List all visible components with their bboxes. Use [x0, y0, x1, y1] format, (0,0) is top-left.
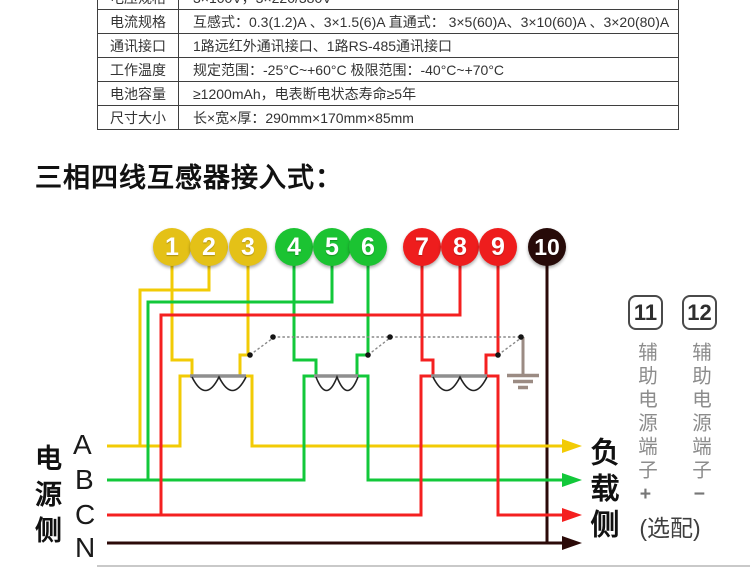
row-label: 电池容量 — [98, 82, 179, 105]
terminal-7: 7 — [403, 228, 441, 266]
row-label: 尺寸大小 — [98, 106, 179, 129]
table-row-voltage: 电压规格 3×100V，3×220/380V — [98, 0, 678, 10]
aux-terminal-11: 11 — [628, 295, 663, 330]
row-label: 通讯接口 — [98, 34, 179, 57]
row-value: 互感式：0.3(1.2)A 、3×1.5(6)A 直通式： 3×5(60)A、3… — [193, 13, 670, 30]
load-side-label: 负载侧 — [586, 437, 618, 545]
phase-label-n: N — [75, 532, 96, 563]
row-value: 长×宽×厚：290mm×170mm×85mm — [193, 109, 414, 126]
row-label: 电流规格 — [98, 10, 179, 33]
terminal-2: 2 — [190, 228, 228, 266]
table-row-battery: 电池容量 ≥1200mAh，电表断电状态寿命≥5年 — [98, 82, 678, 106]
aux-terminal-12-label: 辅助电源端子− — [688, 342, 711, 509]
phase-c-arrow — [562, 508, 582, 522]
row-value: 1路远红外通讯接口、1路RS-485通讯接口 — [193, 37, 453, 54]
table-row-size: 尺寸大小 长×宽×厚：290mm×170mm×85mm — [98, 106, 678, 130]
neutral-arrow — [562, 536, 582, 550]
terminal-5: 5 — [313, 228, 351, 266]
aux-label-text: 辅助电源端子 — [688, 342, 711, 483]
section-divider — [97, 565, 750, 567]
aux-terminal-11-label: 辅助电源端子+ — [634, 342, 657, 509]
terminal-3: 3 — [229, 228, 267, 266]
terminal-4: 4 — [275, 228, 313, 266]
phase-b-arrow — [562, 473, 582, 487]
phase-b-wires — [107, 255, 563, 482]
terminal-9: 9 — [479, 228, 517, 266]
ground-symbol — [507, 337, 539, 390]
phase-label-a: A — [73, 429, 92, 460]
optional-note: (选配) — [639, 515, 701, 541]
table-row-temperature: 工作温度 规定范围：-25°C~+60°C 极限范围：-40°C~+70°C — [98, 58, 678, 82]
phase-label-b: B — [75, 464, 94, 495]
source-side-label: 电源侧 — [31, 444, 61, 552]
ct-coil-windings — [191, 374, 488, 392]
aux-terminal-12: 12 — [682, 295, 717, 330]
section-heading: 三相四线互感器接入式： — [35, 163, 343, 193]
terminal-8: 8 — [441, 228, 479, 266]
terminal-10: 10 — [528, 228, 566, 266]
table-row-current: 电流规格 互感式：0.3(1.2)A 、3×1.5(6)A 直通式： 3×5(6… — [98, 10, 678, 34]
terminal-1: 1 — [153, 228, 191, 266]
dashed-earth-bus — [249, 336, 522, 356]
row-label: 工作温度 — [98, 58, 179, 81]
phase-label-c: C — [75, 499, 96, 530]
row-label: 电压规格 — [98, 0, 179, 9]
table-row-comms: 通讯接口 1路远红外通讯接口、1路RS-485通讯接口 — [98, 34, 678, 58]
terminal-6: 6 — [349, 228, 387, 266]
row-value: ≥1200mAh，电表断电状态寿命≥5年 — [193, 85, 417, 102]
neutral-wire — [107, 255, 563, 545]
junction-dots — [247, 334, 524, 358]
phase-a-wires — [107, 255, 563, 448]
phase-a-arrow — [562, 439, 582, 453]
aux-label-text: 辅助电源端子 — [634, 342, 657, 483]
phase-c-wires — [107, 255, 563, 517]
aux-polarity-minus: − — [688, 483, 711, 509]
spec-table: 电压规格 3×100V，3×220/380V 电流规格 互感式：0.3(1.2)… — [97, 0, 679, 130]
row-value: 规定范围：-25°C~+60°C 极限范围：-40°C~+70°C — [193, 61, 505, 78]
row-value: 3×100V，3×220/380V — [179, 0, 678, 9]
aux-polarity-plus: + — [634, 483, 657, 509]
